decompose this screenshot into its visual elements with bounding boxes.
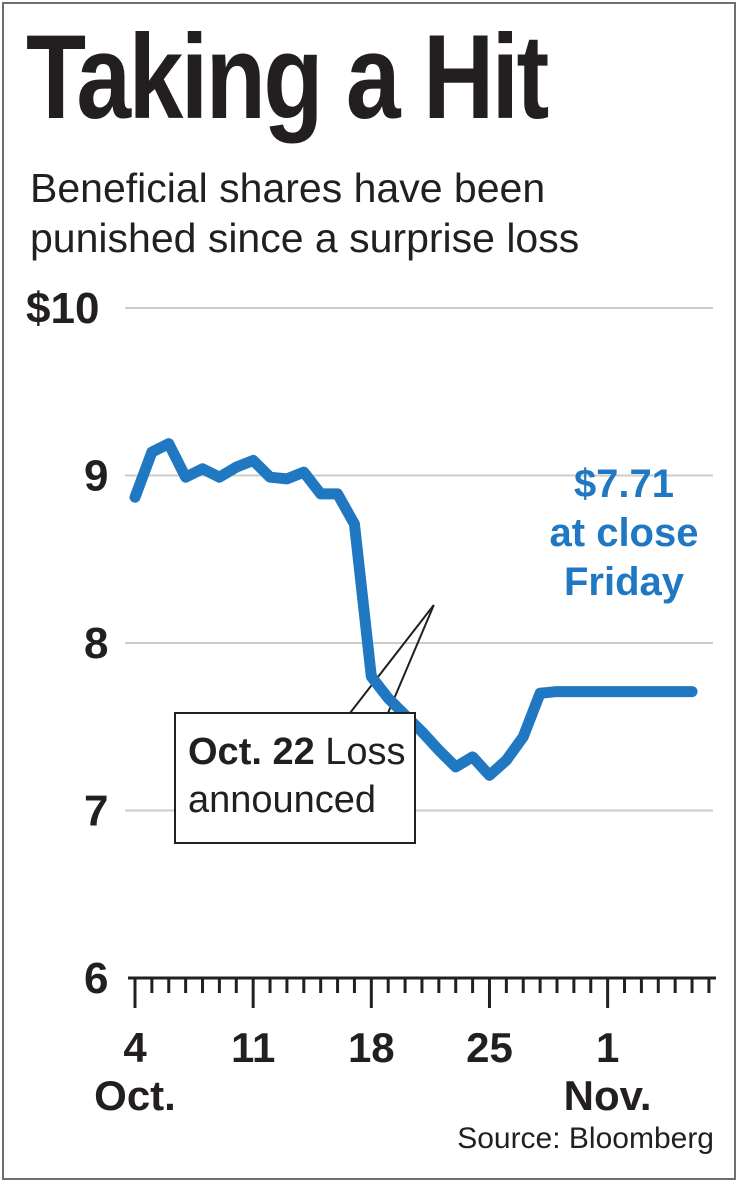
data-point [520,734,526,740]
data-point [216,474,222,480]
data-point [419,729,425,735]
data-point [183,474,189,480]
end-label-line: $7.71 [574,462,674,506]
chart-subtitle: Beneficial shares have been punished sin… [30,163,720,263]
data-point [537,690,543,696]
pointer-line [387,604,435,714]
x-tick-label: 25 [466,1024,513,1071]
annotation-date: Oct. 22 [188,731,315,773]
y-tick-label: 9 [84,452,108,501]
data-point [554,689,560,695]
data-point [689,689,695,695]
annotation-text-1: Loss [314,731,406,773]
data-point [284,476,290,482]
data-point [470,754,476,760]
data-point [638,689,644,695]
x-tick-sublabel: Oct. [94,1072,176,1119]
x-tick-label: 11 [231,1024,275,1071]
data-point [571,689,577,695]
end-label-line: at close [550,511,699,555]
subtitle-line-1: Beneficial shares have been [30,165,546,211]
data-point [672,689,678,695]
end-label-line: Friday [564,560,685,604]
y-tick-label: 7 [84,787,108,836]
y-tick-label: $10 [26,284,99,333]
source-note: Source: Bloomberg [457,1122,714,1155]
data-point [622,689,628,695]
y-tick-label: 6 [84,954,108,1003]
data-point [605,689,611,695]
data-point [655,689,661,695]
end-value-label: $7.71 at close Friday [550,462,699,604]
subtitle-line-2: punished since a surprise loss [30,215,580,261]
chart-title: Taking a Hit [26,10,549,144]
data-point [267,474,273,480]
x-tick-label: 4 [123,1024,147,1071]
annotation-pointer [349,604,435,714]
y-axis: $10 9 8 7 6 [26,284,108,1003]
data-point [233,464,239,470]
data-point [132,494,138,500]
y-tick-label: 8 [84,619,108,668]
data-point [318,491,324,497]
annotation-text-2: announced [188,779,377,821]
data-point [368,674,374,679]
data-point [149,449,155,455]
data-point [351,521,357,527]
pointer-line [349,604,435,714]
x-tick-label: 18 [348,1024,395,1071]
data-point [250,457,256,463]
data-point [486,772,492,778]
data-point [436,747,442,753]
data-point [503,757,509,763]
data-point [588,689,594,695]
data-point [453,764,459,770]
x-tick-sublabel: Nov. [564,1072,652,1119]
data-point [385,695,391,701]
data-point [301,469,307,475]
data-point [166,441,172,447]
data-point [200,466,206,472]
annotation-callout: Oct. 22 Loss announced [174,712,416,844]
x-tick-label: 1 [596,1024,619,1071]
data-point [335,491,341,497]
